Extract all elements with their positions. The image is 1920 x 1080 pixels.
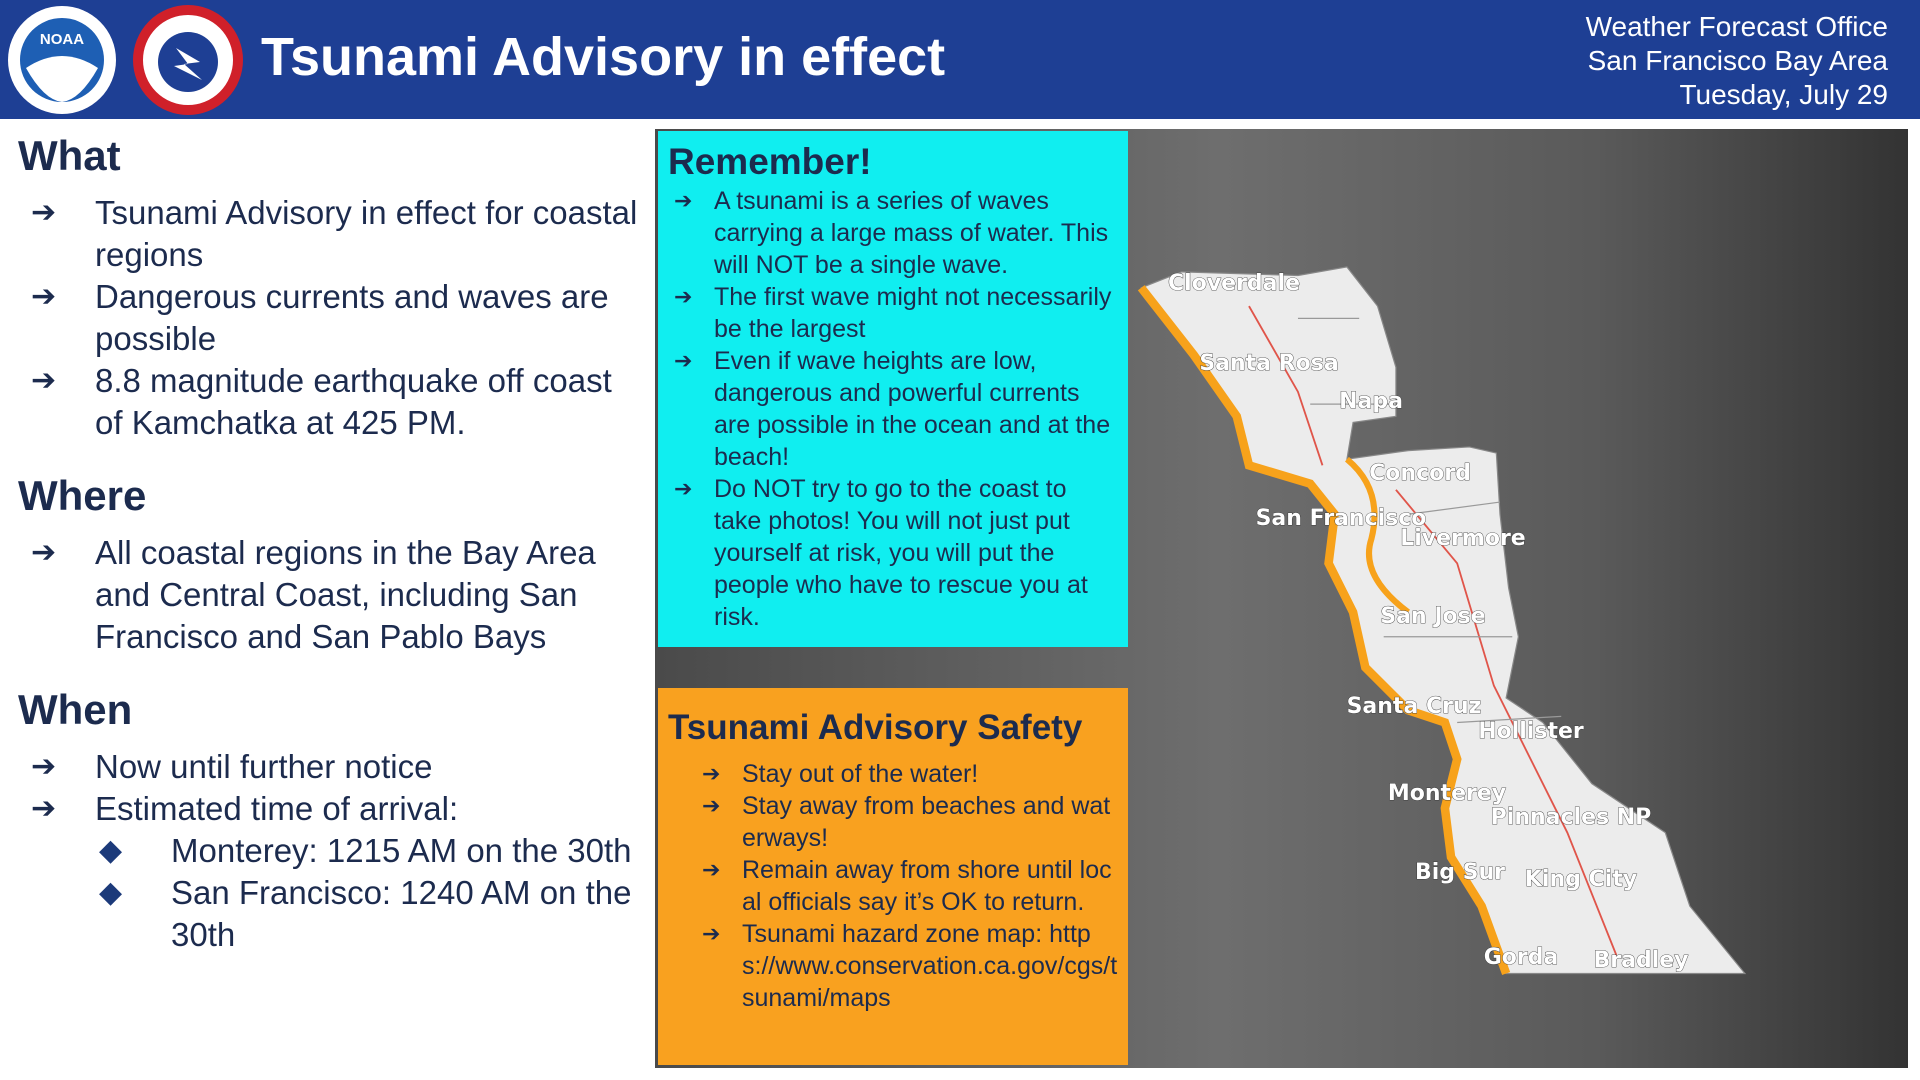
map-label: Cloverdale bbox=[1168, 271, 1300, 296]
map-label: Hollister bbox=[1478, 719, 1584, 744]
section: What Tsunami Advisory in effect for coast… bbox=[18, 132, 648, 444]
item-text: All coastal regions in the Bay Area and … bbox=[95, 534, 596, 655]
map-label: Santa Cruz bbox=[1347, 694, 1482, 719]
section-list: Tsunami Advisory in effect for coastal r… bbox=[18, 192, 648, 444]
list-item: Tsunami Advisory in effect for coastal r… bbox=[18, 192, 648, 276]
list-item: Now until further notice bbox=[18, 746, 648, 788]
map-label: San Jose bbox=[1380, 604, 1485, 629]
sub-item: San Francisco: 1240 AM on the 30th bbox=[18, 872, 648, 956]
section-heading: Where bbox=[18, 472, 147, 519]
list-item: Dangerous currents and waves are possibl… bbox=[18, 276, 648, 360]
map-label: King City bbox=[1525, 867, 1637, 892]
noaa-bird bbox=[26, 56, 98, 102]
nws-bolt bbox=[174, 48, 202, 80]
safety-item: Remain away from shore until local offic… bbox=[668, 854, 1118, 918]
left-column: What Tsunami Advisory in effect for coast… bbox=[18, 132, 648, 984]
sub-item: Monterey: 1215 AM on the 30th bbox=[18, 830, 648, 872]
safety-item: Tsunami hazard zone map: https://www.con… bbox=[668, 918, 1118, 1014]
nws-ring bbox=[133, 5, 243, 115]
coast-zone bbox=[1137, 285, 1511, 975]
section-heading: What bbox=[18, 132, 121, 179]
section-list: All coastal regions in the Bay Area and … bbox=[18, 532, 648, 658]
map-label: Livermore bbox=[1400, 526, 1525, 551]
map-label: Gorda bbox=[1484, 945, 1559, 970]
remember-list: A tsunami is a series of waves carrying … bbox=[668, 185, 1118, 633]
section: WhenNow until further noticeEstimated ti… bbox=[18, 686, 648, 956]
office-line: Weather Forecast Office bbox=[1585, 11, 1888, 42]
section-list: Now until further noticeEstimated time o… bbox=[18, 746, 648, 956]
item-text: 8.8 magnitude earthquake off coast of Ka… bbox=[95, 362, 612, 441]
map-label: Pinnacles NP bbox=[1491, 805, 1652, 830]
county-lines bbox=[1297, 317, 1562, 724]
map-label: Santa Rosa bbox=[1199, 351, 1338, 376]
map-label: Bradley bbox=[1593, 948, 1688, 973]
header: NOAA Tsunami Advisory in effect Weather … bbox=[0, 0, 1920, 119]
item-text: Now until further notice bbox=[95, 748, 433, 785]
map-label: Concord bbox=[1369, 461, 1471, 486]
safety-box: Tsunami Advisory Safety Stay out of the … bbox=[658, 688, 1128, 1065]
item-text: Estimated time of arrival: bbox=[95, 790, 459, 827]
remember-item: A tsunami is a series of waves carrying … bbox=[668, 185, 1118, 281]
safety-item: Stay away from beaches and waterways! bbox=[668, 790, 1118, 854]
highways bbox=[1248, 305, 1618, 956]
section: Where All coastal regions in the Bay Area… bbox=[18, 472, 648, 658]
remember-item: Do NOT try to go to the coast to take ph… bbox=[668, 473, 1118, 633]
noaa-text: NOAA bbox=[40, 31, 84, 48]
remember-box: Remember! A tsunami is a series of waves… bbox=[658, 131, 1128, 647]
logos: NOAA bbox=[8, 5, 243, 115]
item-text: Tsunami Advisory in effect for coastal r… bbox=[95, 194, 638, 273]
safety-list: Stay out of the water!Stay away from bea… bbox=[668, 758, 1118, 1014]
remember-item: Even if wave heights are low, dangerous … bbox=[668, 345, 1118, 473]
remember-item: The first wave might not necessarily be … bbox=[668, 281, 1118, 345]
safety-title: Tsunami Advisory Safety bbox=[668, 708, 1083, 747]
map-shape bbox=[1137, 266, 1747, 975]
safety-item: Stay out of the water! bbox=[668, 758, 1118, 790]
section-heading: When bbox=[18, 686, 133, 733]
item-text: Dangerous currents and waves are possibl… bbox=[95, 278, 609, 357]
office-line: San Francisco Bay Area bbox=[1587, 45, 1888, 76]
remember-title: Remember! bbox=[668, 141, 872, 182]
title: Tsunami Advisory in effect bbox=[261, 27, 946, 87]
office-line: Tuesday, July 29 bbox=[1679, 79, 1888, 110]
map-label: Big Sur bbox=[1415, 860, 1505, 885]
office: Weather Forecast Office San Francisco Ba… bbox=[1586, 10, 1888, 112]
list-item: All coastal regions in the Bay Area and … bbox=[18, 532, 648, 658]
list-item: Estimated time of arrival:Monterey: 1215… bbox=[18, 788, 648, 956]
map-label: Napa bbox=[1339, 389, 1403, 414]
list-item: 8.8 magnitude earthquake off coast of Ka… bbox=[18, 360, 648, 444]
bay-zone bbox=[1344, 456, 1411, 615]
map-label: Monterey bbox=[1388, 781, 1506, 806]
map-label: San Francisco bbox=[1256, 506, 1427, 531]
